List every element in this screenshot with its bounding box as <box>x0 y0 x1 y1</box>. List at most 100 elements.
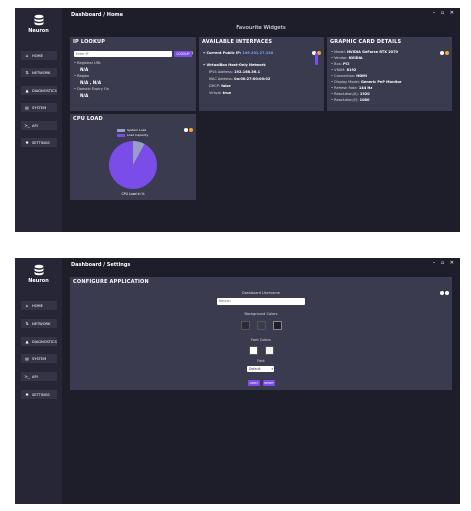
sidebar-item-home[interactable]: ⌂ HOME <box>21 301 57 310</box>
sidebar-item-label: API <box>32 124 38 128</box>
pie-slice-system <box>133 141 145 165</box>
gpu-row-vendor: • Vendor: NVIDIA <box>331 56 363 60</box>
sidebar-item-label: SETTINGS <box>32 141 50 145</box>
sidebar-item-api[interactable]: >_ API <box>21 372 57 381</box>
legend-swatch <box>117 128 125 132</box>
font-colors-label: Font Colors <box>251 338 271 342</box>
chevron-down-icon: ▾ <box>271 367 273 371</box>
sidebar-item-settings[interactable]: ✹ SETTINGS <box>21 390 57 399</box>
font-color-swatch-1[interactable] <box>249 346 258 355</box>
gear-icon: ✹ <box>25 392 29 397</box>
gpu-row-connection: • Connection: HDMI <box>331 74 367 78</box>
widget-title: IP LOOKUP <box>73 39 106 45</box>
registrar-label: • Registrar URL <box>74 61 102 65</box>
reset-button[interactable]: RESET <box>263 380 275 386</box>
sidebar-item-label: DIAGNOSTICS <box>32 340 57 344</box>
legend-user: Load Capacity <box>117 133 148 137</box>
window-controls[interactable]: – ▫ ✕ <box>432 260 456 266</box>
sidebar-item-api[interactable]: >_ API <box>21 121 57 130</box>
apply-button[interactable]: APPLY <box>248 380 260 386</box>
gpu-row-display-model: • Display Model: Generic PnP Monitor <box>331 80 402 84</box>
page-title: Favourite Widgets <box>236 25 286 31</box>
region-label: • Region <box>74 74 90 78</box>
sidebar-item-settings[interactable]: ✹ SETTINGS <box>21 138 57 147</box>
info-dot-icon[interactable] <box>440 291 444 295</box>
bg-color-swatch-2[interactable] <box>257 321 266 330</box>
terminal-icon: >_ <box>24 374 30 379</box>
widget-title: GRAPHIC CARD DETAILS <box>330 39 402 45</box>
sidebar-item-home[interactable]: ⌂ HOME <box>21 51 57 60</box>
ip-lookup-widget: IP LOOKUP Enter IP LOOKUP • Registrar UR… <box>70 37 196 111</box>
sidebar: Neuron ⌂ HOME ⇅ NETWORK ▲ DIAGNOSTICS ▤ SYST… <box>15 258 62 504</box>
font-color-swatch-2[interactable] <box>265 346 274 355</box>
sidebar-item-label: SYSTEM <box>32 357 47 361</box>
app-name: Neuron <box>28 28 49 34</box>
info-dot-icon[interactable] <box>440 51 444 55</box>
scrollbar[interactable] <box>315 53 318 65</box>
gpu-row-bus: • Bus: PCI <box>331 62 350 66</box>
widget-title: CPU LOAD <box>73 116 103 122</box>
cpu-pie-chart <box>109 141 157 189</box>
public-ip-label: • Current Public IP: <box>203 51 242 55</box>
mac-row: MAC Address: 0a:00:27:00:00:02 <box>209 77 271 81</box>
sidebar-item-label: API <box>32 375 38 379</box>
remove-dot-icon[interactable] <box>189 128 193 132</box>
region-value: N/A , N/A <box>80 80 102 85</box>
database-icon <box>34 264 43 276</box>
sidebar-item-diagnostics[interactable]: ▲ DIAGNOSTICS <box>21 337 57 346</box>
diagnostics-icon: ▲ <box>25 339 29 344</box>
gpu-row-vram: • VRAM: 8192 <box>331 68 357 72</box>
sidebar-item-label: NETWORK <box>32 71 51 75</box>
gpu-row-model: • Model: NVIDIA GeForce RTX 2070 <box>331 50 398 54</box>
window-controls[interactable]: – ▫ ✕ <box>432 10 456 16</box>
ipv4-row: IPV4 Address: 192.168.56.1 <box>209 70 261 74</box>
widget-title: AVAILABLE INTERFACES <box>202 39 273 45</box>
font-label: Font <box>257 359 265 363</box>
lookup-button[interactable]: LOOKUP <box>174 51 192 57</box>
remove-dot-icon[interactable] <box>445 51 449 55</box>
app-window-settings: Neuron ⌂ HOME ⇅ NETWORK ▲ DIAGNOSTICS ▤ SYST… <box>15 258 460 504</box>
gpu-widget: GRAPHIC CARD DETAILS • Model: NVIDIA GeF… <box>327 37 452 111</box>
bg-color-swatch-1[interactable] <box>241 321 250 330</box>
interfaces-widget: AVAILABLE INTERFACES • Current Public IP… <box>199 37 324 111</box>
sidebar-item-system[interactable]: ▤ SYSTEM <box>21 103 57 112</box>
widget-controls <box>439 40 449 59</box>
system-icon: ▤ <box>25 105 29 110</box>
info-dot-icon[interactable] <box>184 128 188 132</box>
registrar-value: N/A <box>80 67 89 72</box>
bg-colors-label: Background Colors <box>244 312 278 316</box>
bg-color-swatch-3[interactable] <box>273 321 282 330</box>
gpu-row-resolution-x: • Resolution(X): 1920 <box>331 92 370 96</box>
sidebar-item-network[interactable]: ⇅ NETWORK <box>21 68 57 77</box>
sidebar-item-system[interactable]: ▤ SYSTEM <box>21 354 57 363</box>
legend-swatch <box>117 133 125 137</box>
terminal-icon: >_ <box>24 123 30 128</box>
pie-caption: CPU Load in % <box>121 192 145 196</box>
sidebar: Neuron ⌂ HOME ⇅ NETWORK ▲ DIAGNOSTICS ▤ SYST… <box>15 8 62 232</box>
panel-title: CONFIGURE APPLICATION <box>73 279 149 285</box>
sidebar-item-diagnostics[interactable]: ▲ DIAGNOSTICS <box>21 86 57 95</box>
info-dot-icon[interactable] <box>312 51 316 55</box>
app-window-home: Neuron ⌂ HOME ⇅ NETWORK ▲ DIAGNOSTICS ▤ SYST… <box>15 8 460 232</box>
breadcrumb: Dashboard / Settings <box>71 262 131 268</box>
widget-controls <box>311 40 321 59</box>
network-icon: ⇅ <box>25 70 29 75</box>
sidebar-item-network[interactable]: ⇅ NETWORK <box>21 319 57 328</box>
legend-system: System Load <box>117 128 146 132</box>
adapter-name: • VirtualBox Host-Only Network <box>203 63 266 67</box>
ip-input[interactable]: Enter IP <box>74 51 172 57</box>
dhcp-row: DHCP: false <box>209 84 231 88</box>
font-select[interactable]: Default ▾ <box>247 366 274 372</box>
gpu-row-resolution-y: • Resolution(Y): 1080 <box>331 98 370 102</box>
virtual-row: Virtual: true <box>209 91 232 95</box>
widget-controls <box>439 280 449 299</box>
sidebar-item-label: HOME <box>32 54 43 58</box>
database-icon <box>34 14 43 26</box>
close-dot-icon[interactable] <box>445 291 449 295</box>
username-input[interactable]: Neuron <box>217 298 305 305</box>
home-icon: ⌂ <box>25 303 29 308</box>
sidebar-item-label: SETTINGS <box>32 393 50 397</box>
remove-dot-icon[interactable] <box>317 51 321 55</box>
logo: Neuron <box>15 264 62 284</box>
system-icon: ▤ <box>25 356 29 361</box>
